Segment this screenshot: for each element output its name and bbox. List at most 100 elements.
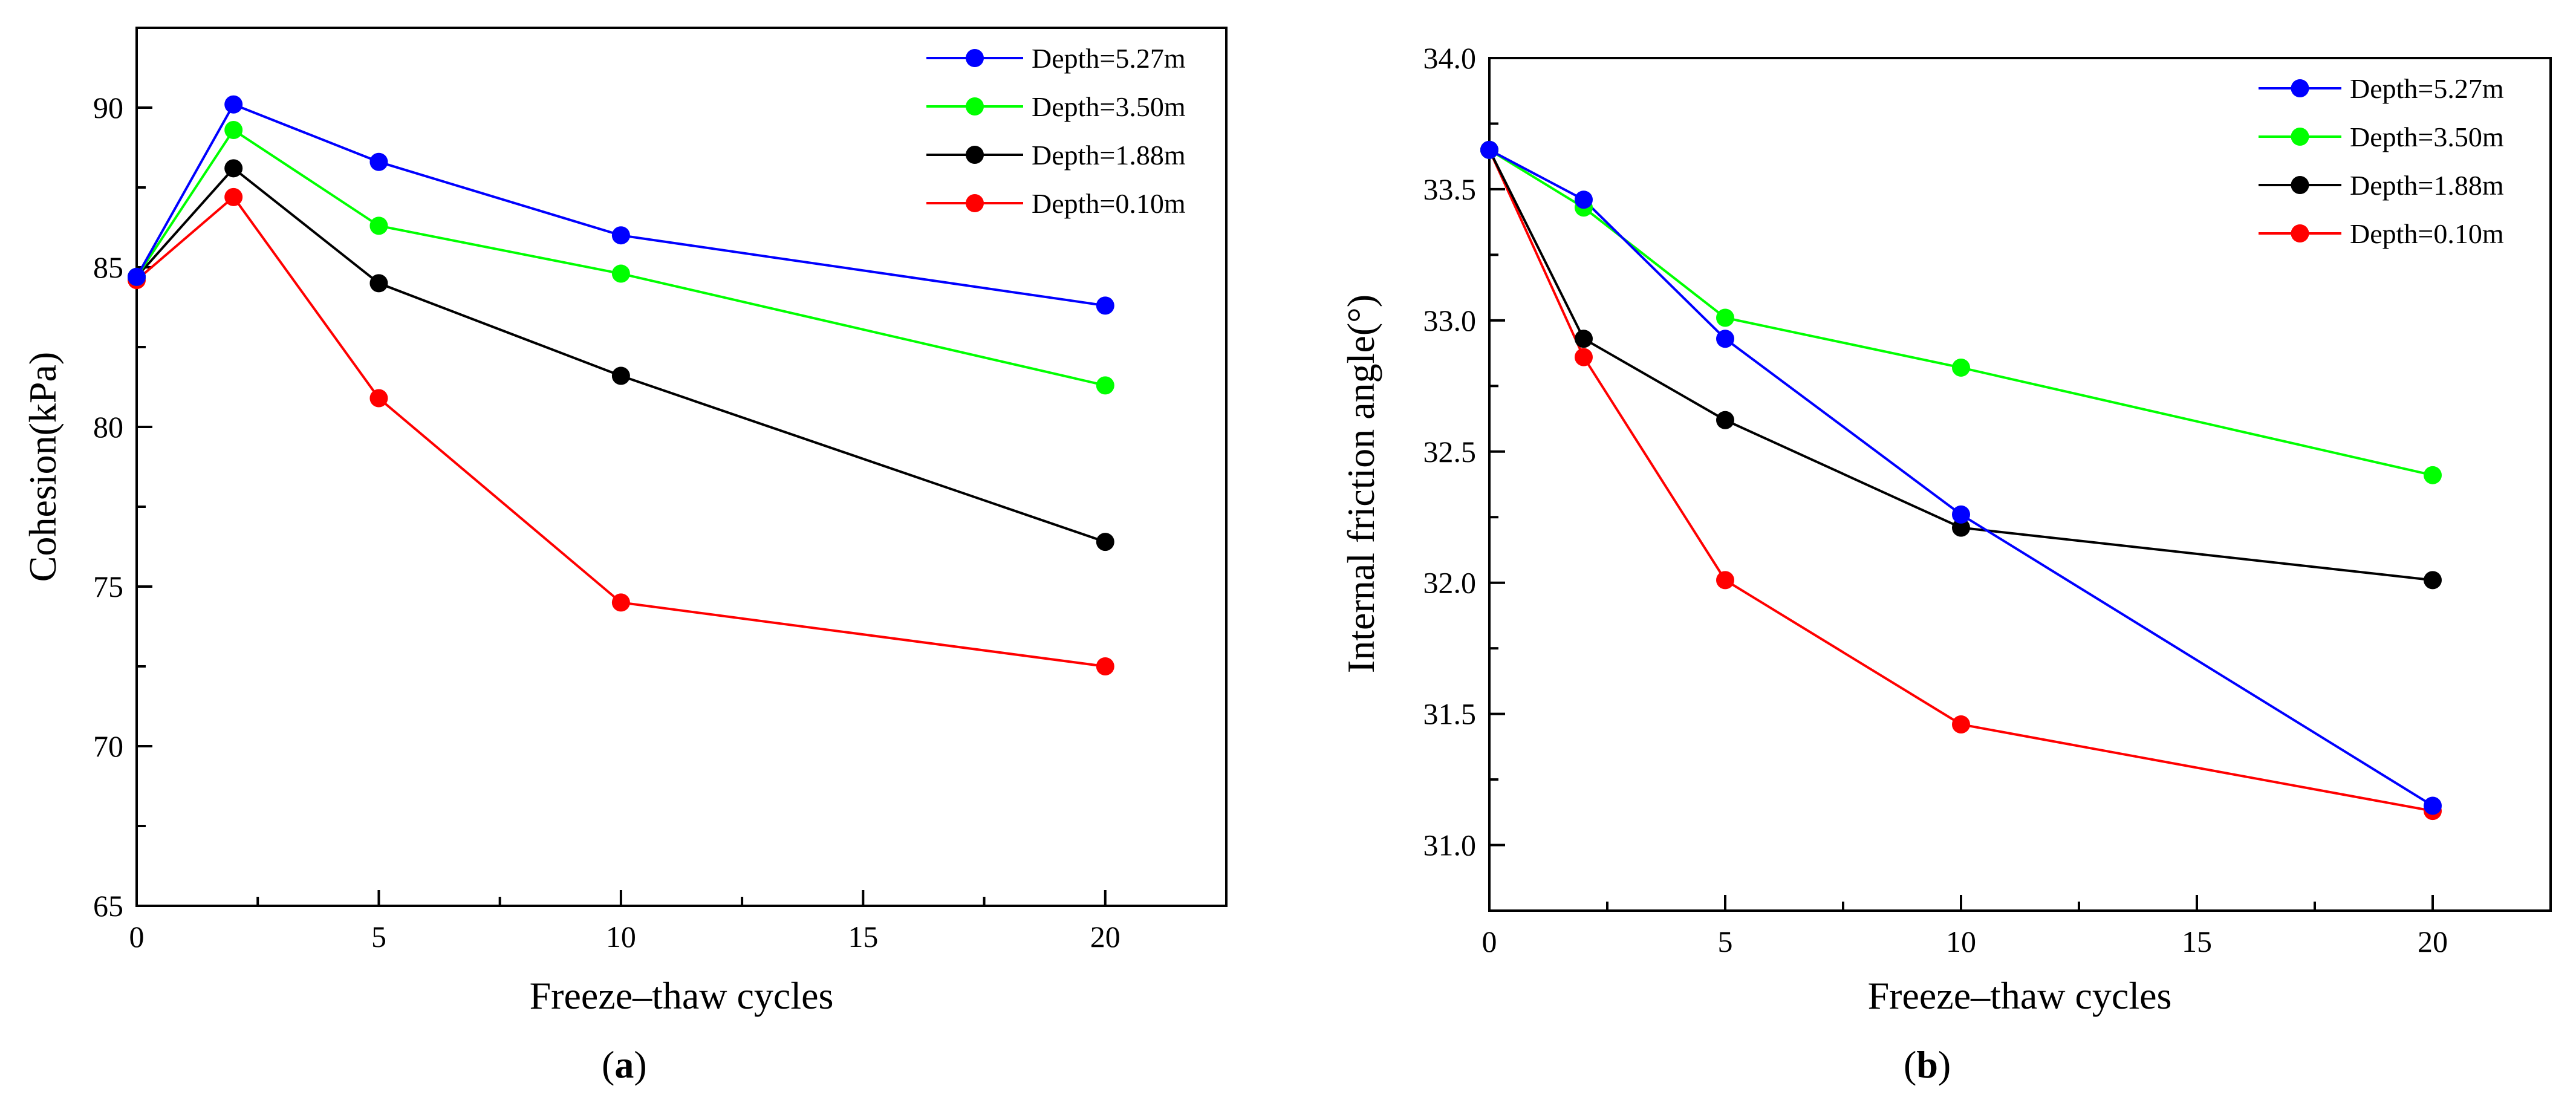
data-point — [1716, 571, 1734, 590]
legend-label: Depth=3.50m — [1032, 91, 1186, 122]
y-tick-label: 32.5 — [1423, 435, 1477, 469]
data-point — [369, 216, 388, 235]
data-point — [1716, 330, 1734, 348]
data-point — [1480, 140, 1498, 159]
data-point — [1952, 358, 1970, 377]
x-tick-label: 10 — [1946, 925, 1976, 958]
legend-item: Depth=3.50m — [926, 91, 1186, 122]
data-point — [2424, 796, 2442, 815]
x-tick-label: 15 — [2182, 925, 2212, 958]
x-tick-label: 20 — [1090, 920, 1120, 954]
y-tick-label: 32.0 — [1423, 566, 1477, 600]
legend-label: Depth=1.88m — [2350, 170, 2504, 201]
legend-item: Depth=0.10m — [926, 188, 1186, 219]
panel-caption: (a) — [602, 1043, 647, 1086]
series-line — [1489, 149, 2434, 807]
data-point — [1575, 330, 1593, 348]
data-point — [369, 389, 388, 408]
data-point — [1096, 376, 1114, 395]
data-point — [1952, 505, 1970, 524]
series-layer — [1480, 140, 2442, 821]
data-point — [369, 152, 388, 171]
y-axis-title: Internal friction angle(°) — [1339, 294, 1382, 673]
chart-friction-angle: 0 5 10 15 20 31.0 31.5 32.0 32.5 33.0 33… — [1339, 41, 2552, 1086]
y-tick-label: 90 — [93, 91, 123, 125]
legend-label: Depth=3.50m — [2350, 122, 2504, 152]
tick-marks — [135, 27, 1228, 907]
legend-item: Depth=1.88m — [2259, 170, 2504, 201]
legend-item: Depth=1.88m — [926, 140, 1186, 171]
legend-marker — [966, 146, 984, 164]
legend-marker — [2291, 128, 2309, 146]
data-point — [128, 267, 146, 286]
data-point — [611, 264, 630, 283]
y-tick-label: 65 — [93, 889, 123, 923]
data-point — [1952, 715, 1970, 733]
plot-frame — [135, 27, 1228, 907]
y-axis-title: Cohesion(kPa) — [21, 352, 64, 582]
plot-frame — [1488, 57, 2552, 912]
y-tick-label: 70 — [93, 729, 123, 763]
y-tick-label: 31.5 — [1423, 697, 1477, 731]
x-axis-title: Freeze–thaw cycles — [530, 974, 834, 1017]
data-point — [1716, 411, 1734, 429]
legend-marker — [966, 49, 984, 67]
y-tick-label: 80 — [93, 410, 123, 444]
y-tick-label: 85 — [93, 250, 123, 284]
legend-marker — [2291, 176, 2309, 194]
legend-item: Depth=5.27m — [2259, 73, 2504, 104]
legend-label: Depth=1.88m — [1032, 140, 1186, 171]
data-point — [224, 187, 243, 206]
y-tick-label: 33.0 — [1423, 304, 1477, 337]
x-tick-labels: 0 5 10 15 20 — [1482, 925, 2448, 958]
series-line — [1488, 149, 2433, 813]
legend-item: Depth=5.27m — [926, 43, 1186, 74]
series-line — [135, 128, 1106, 387]
legend-label: Depth=0.10m — [1032, 188, 1186, 219]
data-point — [369, 274, 388, 293]
x-tick-labels: 0 5 10 15 20 — [129, 920, 1120, 954]
y-tick-labels: 65 70 75 80 85 90 — [93, 91, 123, 923]
x-tick-label: 5 — [1718, 925, 1733, 958]
y-tick-label: 75 — [93, 570, 123, 603]
data-point — [224, 120, 243, 139]
x-tick-label: 0 — [129, 920, 145, 954]
data-point — [1096, 296, 1114, 315]
y-tick-labels: 31.0 31.5 32.0 32.5 33.0 33.5 34.0 — [1423, 41, 1477, 862]
data-point — [1096, 533, 1114, 551]
x-tick-label: 15 — [848, 920, 878, 954]
legend-label: Depth=5.27m — [2350, 73, 2504, 104]
legend-marker — [966, 194, 984, 212]
x-axis-title: Freeze–thaw cycles — [1868, 974, 2172, 1017]
legend-marker — [2291, 224, 2309, 242]
y-tick-label: 31.0 — [1423, 828, 1477, 862]
data-point — [1096, 657, 1114, 675]
legend-marker — [966, 97, 984, 115]
data-point — [611, 226, 630, 245]
series-layer — [128, 95, 1114, 675]
data-point — [224, 159, 243, 178]
y-tick-label: 34.0 — [1423, 41, 1477, 75]
data-point — [2424, 571, 2442, 590]
data-point — [611, 366, 630, 385]
x-tick-label: 5 — [371, 920, 386, 954]
x-tick-label: 10 — [606, 920, 636, 954]
legend: Depth=5.27m Depth=3.50m Depth=1.88m Dept… — [2259, 73, 2504, 249]
chart-cohesion: 0 5 10 15 20 65 70 75 80 85 90 Depth=5.2… — [21, 27, 1228, 1086]
data-point — [1575, 190, 1593, 209]
series-line — [1488, 149, 2433, 476]
panel-caption: (b) — [1904, 1043, 1951, 1086]
legend-marker — [2291, 79, 2309, 97]
data-point — [224, 95, 243, 114]
data-point — [611, 593, 630, 612]
data-point — [1952, 518, 1970, 537]
tick-marks — [1488, 57, 2552, 912]
legend: Depth=5.27m Depth=3.50m Depth=1.88m Dept… — [926, 43, 1186, 219]
x-tick-label: 0 — [1482, 925, 1497, 958]
legend-label: Depth=0.10m — [2350, 218, 2504, 249]
data-point — [1716, 308, 1734, 327]
data-point — [2424, 466, 2442, 484]
legend-item: Depth=0.10m — [2259, 218, 2504, 249]
x-tick-label: 20 — [2418, 925, 2448, 958]
